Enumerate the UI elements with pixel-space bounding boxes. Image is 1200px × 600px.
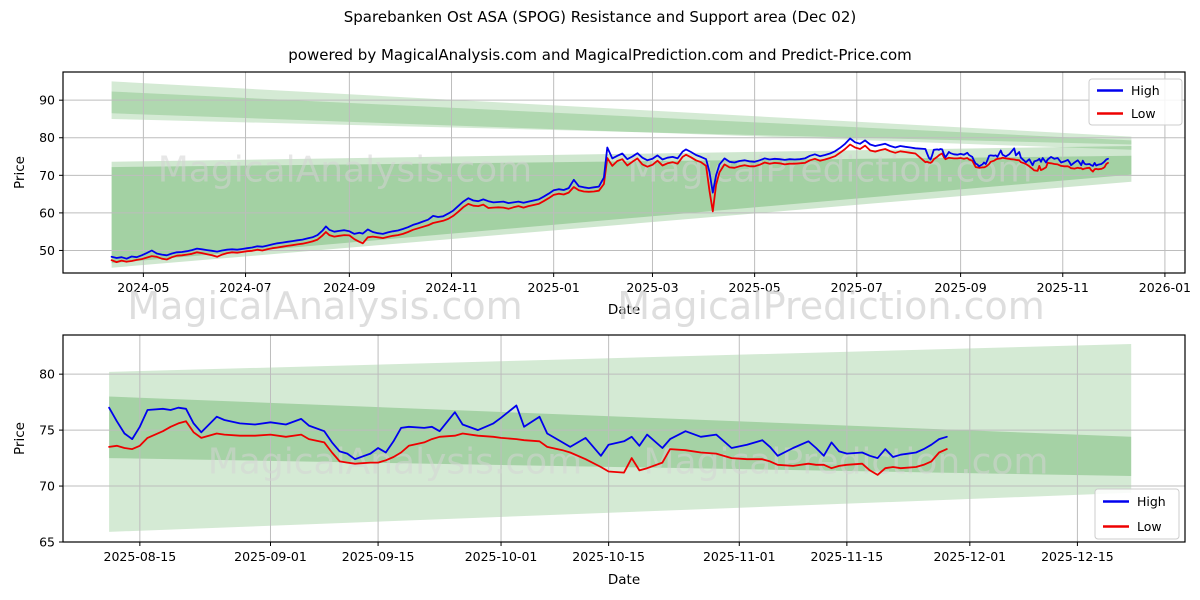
support-resistance-band bbox=[111, 91, 1132, 150]
legend-label: High bbox=[1137, 494, 1166, 509]
axes-frame bbox=[62, 71, 1186, 274]
x-tick-label: 2025-11-15 bbox=[811, 549, 884, 564]
legend-label: Low bbox=[1131, 106, 1156, 121]
x-tick-label: 2025-03 bbox=[626, 280, 678, 295]
series-high-line bbox=[110, 137, 1109, 260]
y-tick-label: 65 bbox=[39, 535, 55, 550]
x-tick-label: 2025-05 bbox=[729, 280, 781, 295]
support-resistance-band bbox=[111, 146, 1132, 268]
y-tick-label: 70 bbox=[39, 479, 55, 494]
chart-title: Sparebanken Ost ASA (SPOG) Resistance an… bbox=[343, 8, 857, 26]
y-tick-label: 90 bbox=[39, 93, 55, 108]
watermark-text: MagicalPrediction.com bbox=[628, 150, 1033, 191]
y-tick-label: 80 bbox=[39, 130, 55, 145]
y-tick-label: 80 bbox=[39, 367, 55, 382]
watermark-text: MagicalAnalysis.com bbox=[127, 284, 522, 328]
x-tick-label: 2025-08-15 bbox=[104, 549, 177, 564]
x-tick-label: 2025-01 bbox=[528, 280, 580, 295]
x-tick-label: 2025-09-01 bbox=[234, 549, 307, 564]
legend-label: Low bbox=[1137, 519, 1162, 534]
axes-frame bbox=[62, 334, 1186, 543]
x-tick-label: 2025-12-15 bbox=[1041, 549, 1114, 564]
support-resistance-band bbox=[111, 155, 1132, 264]
watermark-text: MagicalAnalysis.com bbox=[208, 442, 582, 483]
x-tick-label: 2025-11-01 bbox=[703, 549, 776, 564]
support-resistance-band bbox=[109, 344, 1132, 532]
series-high-line bbox=[108, 404, 948, 461]
x-tick-label: 2025-10-01 bbox=[465, 549, 538, 564]
support-resistance-band bbox=[111, 81, 1132, 145]
y-axis-label: Price bbox=[12, 156, 28, 189]
x-tick-label: 2025-09-15 bbox=[342, 549, 415, 564]
x-tick-label: 2025-10-15 bbox=[572, 549, 645, 564]
x-tick-label: 2025-12-01 bbox=[933, 549, 1006, 564]
watermark-text: MagicalPrediction.com bbox=[644, 442, 1049, 483]
watermark-text: MagicalPrediction.com bbox=[617, 284, 1045, 328]
plot-area: MagicalAnalysis.com MagicalPrediction.com bbox=[63, 72, 1185, 273]
y-axis-label: Price bbox=[12, 422, 28, 455]
x-axis-label: Date bbox=[608, 572, 640, 588]
x-tick-label: 2026-01 bbox=[1139, 280, 1191, 295]
series-low-line bbox=[108, 420, 948, 476]
x-tick-label: 2025-11 bbox=[1037, 280, 1089, 295]
x-tick-label: 2025-09 bbox=[934, 280, 986, 295]
x-tick-label: 2024-05 bbox=[117, 280, 169, 295]
legend-label: High bbox=[1131, 83, 1160, 98]
plot-area: MagicalAnalysis.com MagicalPrediction.com bbox=[63, 335, 1185, 542]
x-tick-label: 2025-07 bbox=[831, 280, 883, 295]
watermark-text: MagicalAnalysis.com bbox=[158, 150, 532, 191]
x-tick-label: 2024-07 bbox=[219, 280, 271, 295]
x-tick-label: 2024-11 bbox=[425, 280, 477, 295]
chart-subtitle: powered by MagicalAnalysis.com and Magic… bbox=[288, 46, 912, 64]
series-low-line bbox=[110, 143, 1109, 264]
x-axis-label: Date bbox=[608, 302, 640, 318]
x-tick-label: 2024-09 bbox=[323, 280, 375, 295]
y-tick-label: 75 bbox=[39, 423, 55, 438]
y-tick-label: 50 bbox=[39, 243, 55, 258]
y-tick-label: 60 bbox=[39, 205, 55, 220]
y-tick-label: 70 bbox=[39, 168, 55, 183]
